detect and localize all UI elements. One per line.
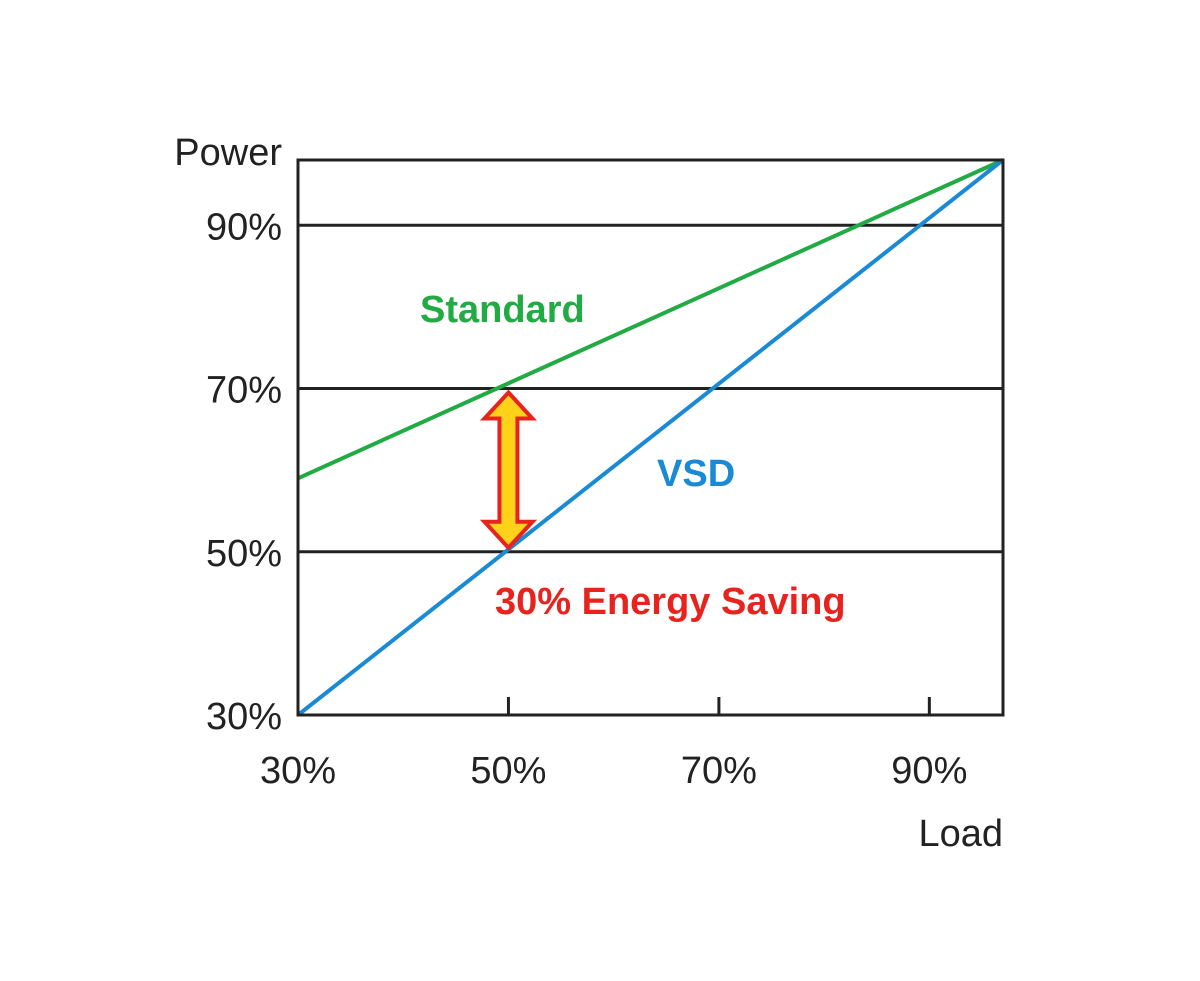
series-line-standard xyxy=(297,158,1004,481)
y-tick-label-90: 90% xyxy=(206,206,282,248)
series-label-standard: Standard xyxy=(420,289,585,331)
series-lines xyxy=(296,158,1005,717)
x-tick-label-70: 70% xyxy=(681,750,757,792)
y-tick-label-50: 50% xyxy=(206,533,282,575)
tick-labels: 30% 50% 70% 90% 30% 50% 70% 90% xyxy=(206,206,967,792)
double-arrow-icon xyxy=(479,389,538,551)
x-tick-label-30: 30% xyxy=(260,750,336,792)
grid-lines xyxy=(298,223,1003,717)
x-tick-label-50: 50% xyxy=(470,750,546,792)
saving-arrow xyxy=(479,389,538,551)
y-axis-label: Power xyxy=(174,132,282,174)
x-tick-marks xyxy=(296,697,931,715)
series-line-vsd xyxy=(296,158,1005,717)
plot-frame xyxy=(296,158,1005,717)
x-axis-label: Load xyxy=(918,813,1003,855)
y-tick-label-30: 30% xyxy=(206,696,282,738)
series-label-vsd: VSD xyxy=(657,453,735,495)
energy-saving-annotation: 30% Energy Saving xyxy=(495,581,846,623)
y-tick-label-70: 70% xyxy=(206,370,282,412)
x-tick-label-90: 90% xyxy=(891,750,967,792)
